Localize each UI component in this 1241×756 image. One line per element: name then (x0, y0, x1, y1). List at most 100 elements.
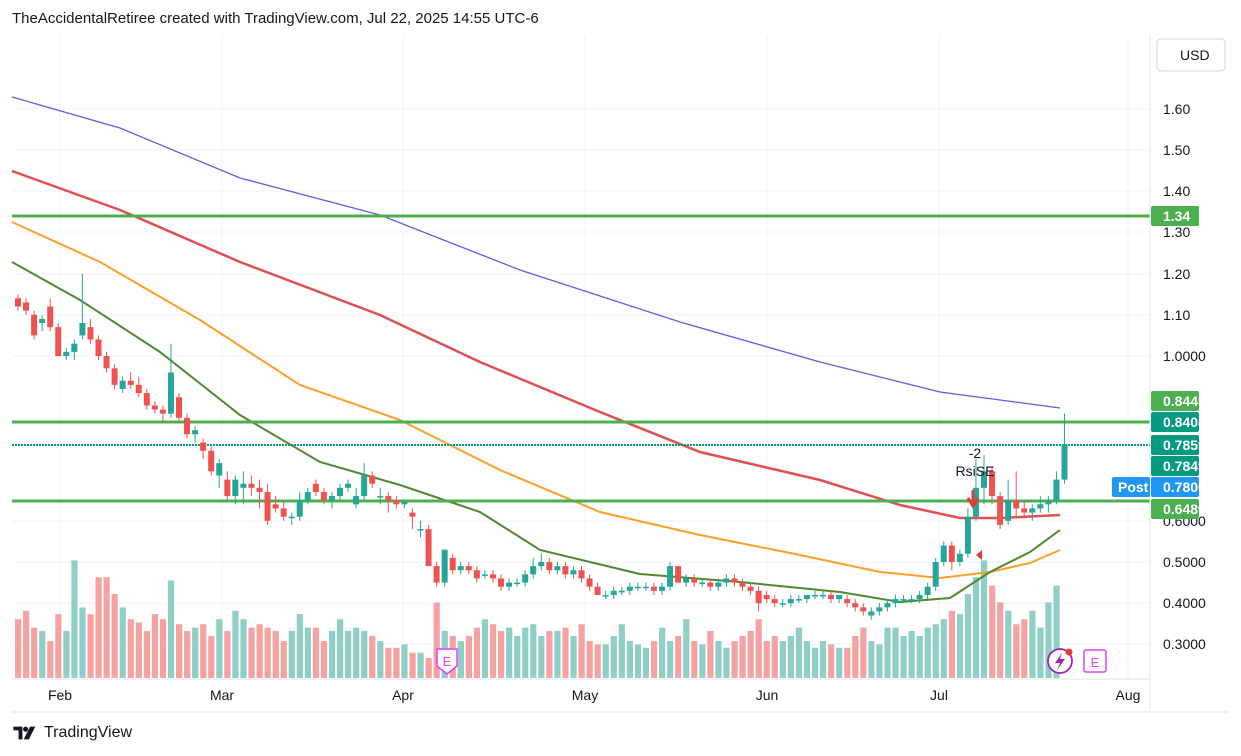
candle-body (908, 599, 915, 601)
volume-bar (659, 627, 666, 678)
y-tick-label: 0.3000 (1163, 636, 1206, 652)
candle-body (393, 500, 400, 505)
volume-bar (667, 641, 674, 678)
volume-bar (457, 641, 464, 678)
earnings-marker-upcoming[interactable]: E (1083, 649, 1107, 673)
volume-bar (956, 614, 964, 678)
volume-bar (312, 627, 320, 678)
volume-bar (71, 560, 78, 678)
lightning-icon[interactable] (1047, 648, 1073, 674)
volume-bar (296, 614, 303, 678)
volume-bar (103, 577, 110, 678)
volume-bar (498, 630, 505, 678)
volume-bar (691, 641, 698, 678)
candle-body (449, 557, 456, 571)
candle-body (1021, 508, 1028, 513)
candle-body (755, 590, 762, 604)
candle-body (546, 562, 553, 571)
volume-bar (248, 627, 255, 678)
ma-line-2 (11, 169, 1061, 520)
y-tick-label: 1.50 (1163, 142, 1190, 158)
volume-bar (755, 619, 762, 678)
volume-bar (409, 652, 416, 678)
volume-bar (208, 636, 215, 678)
volume-bar (650, 641, 658, 678)
candle-body (425, 529, 432, 567)
candle-body (1037, 504, 1044, 509)
y-tick-label: 0.5000 (1163, 554, 1206, 570)
volume-bar (884, 627, 891, 678)
candle-body (828, 594, 835, 600)
candle-body (79, 323, 86, 336)
candle-body (95, 339, 102, 356)
earnings-e-icon (436, 648, 458, 675)
volume-bar (1045, 602, 1052, 678)
volume-bar (972, 577, 980, 678)
volume-bar (31, 627, 38, 678)
volume-bar (1037, 627, 1044, 678)
candle-body (159, 409, 166, 414)
volume-bar (908, 630, 915, 678)
volume-bar (1013, 624, 1020, 678)
candle-body (602, 594, 609, 597)
candle-body (288, 516, 295, 519)
candle-body (892, 599, 899, 604)
candle-body (956, 553, 963, 562)
candle-body (87, 327, 94, 340)
volume-bar (820, 641, 827, 678)
candle-body (1029, 508, 1036, 513)
candle-body (691, 578, 698, 583)
volume-bar (803, 641, 811, 678)
candle-body (103, 356, 110, 369)
volume-bar (15, 619, 22, 678)
candle-body (312, 483, 319, 492)
candle-body (916, 594, 923, 600)
candle-body (747, 586, 754, 591)
candle-body (578, 570, 585, 579)
candle-body (296, 500, 303, 517)
earnings-marker[interactable]: E (436, 648, 458, 675)
volume-bar (715, 641, 722, 678)
candle-body (731, 578, 738, 583)
candle-body (763, 594, 770, 600)
volume-bar (868, 641, 875, 678)
volume-bar (1053, 585, 1060, 678)
currency-button[interactable]: USD (1156, 38, 1226, 72)
volume-bar (747, 630, 754, 678)
candle-body (530, 566, 537, 575)
volume-bar (602, 644, 609, 678)
candle-body (642, 586, 649, 589)
candle-body (465, 566, 472, 571)
candle-body (401, 502, 408, 505)
candle-body (900, 599, 907, 601)
price-tag-label: 1.34 (1163, 208, 1190, 224)
price-tag-label: 0.8445 (1163, 393, 1206, 409)
candle-body (489, 574, 496, 579)
volume-bar (1021, 619, 1028, 678)
candle-body (932, 562, 939, 587)
candle-body (634, 586, 641, 589)
candle-body (200, 442, 207, 451)
candle-body (514, 582, 521, 585)
footer-brand: TradingView (44, 724, 133, 741)
candle-body (119, 380, 126, 389)
price-tag-label: 0.8408 (1163, 414, 1206, 430)
candle-body (884, 603, 891, 608)
volume-bar (465, 636, 472, 678)
volume-bar (554, 630, 561, 678)
candle-body (650, 586, 657, 591)
volume-bar (916, 636, 923, 678)
candle-body (127, 380, 134, 385)
price-tag-post (1151, 477, 1199, 497)
candle-body (506, 582, 513, 587)
candle-body (803, 594, 810, 600)
volume-bar (417, 652, 424, 678)
volume-bar (47, 641, 54, 678)
candle-body (280, 508, 287, 517)
down-arrow-icon (966, 490, 980, 509)
volume-bar (707, 630, 714, 678)
volume-bar (264, 627, 271, 678)
volume-bar (538, 636, 545, 678)
candle-body (964, 516, 971, 554)
